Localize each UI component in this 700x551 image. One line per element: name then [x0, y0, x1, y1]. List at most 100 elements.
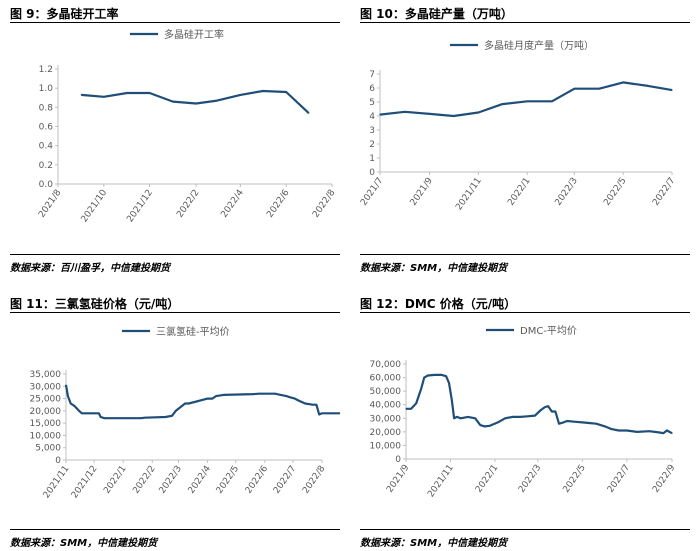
- x-tick-label: 2022/5: [215, 464, 241, 496]
- chart-source: 数据来源：百川盈孚，中信建投期货: [10, 263, 170, 274]
- data-point: [460, 417, 462, 419]
- data-point: [149, 92, 151, 94]
- data-point: [239, 94, 241, 96]
- chart-panel-polysilicon-output: 图 10：多晶硅产量（万吨） 0 1 2 3 4 5 6 7 2021/7 2021/9 2021/…: [360, 0, 690, 275]
- data-point: [222, 394, 225, 396]
- data-point: [504, 417, 506, 419]
- data-point: [484, 425, 486, 427]
- data-point: [195, 102, 197, 105]
- source-divider: [360, 529, 690, 530]
- y-tick-label: 20,000: [30, 407, 62, 417]
- y-tick-label: 0.6: [39, 123, 54, 133]
- x-tick-label: 2022/1: [102, 464, 128, 496]
- data-point: [534, 415, 536, 417]
- source-divider: [10, 529, 340, 530]
- data-point: [262, 90, 264, 92]
- chart-plot: 0.0 0.2 0.4 0.6 0.8 1.0 1.2 2021/8 2021/10 2021/1…: [37, 28, 338, 225]
- data-point: [519, 416, 521, 418]
- y-tick-label: 0.4: [39, 142, 54, 152]
- y-tick-label: 1.0: [39, 84, 54, 94]
- data-point: [126, 92, 128, 94]
- data-point: [280, 394, 282, 396]
- data-point: [474, 417, 476, 419]
- data-point: [648, 430, 650, 432]
- chart-panel-capacity-utilization: 图 9：多晶硅开工率 0.0 0.2 0.4 0.6 0.8 1.0 1.2 2021/8 20…: [10, 0, 340, 275]
- series-line: [64, 384, 340, 420]
- data-point: [216, 100, 218, 102]
- data-point: [526, 100, 528, 102]
- x-tick-label: 2021/12: [125, 188, 155, 224]
- title-divider: [10, 312, 340, 313]
- y-tick-label: 15,000: [30, 419, 62, 429]
- data-point: [647, 85, 649, 87]
- x-tick-label: 2021/11: [454, 176, 484, 212]
- data-point: [215, 395, 217, 397]
- data-point: [501, 103, 503, 105]
- data-point: [415, 402, 417, 404]
- series-line: [406, 373, 673, 435]
- data-point: [588, 422, 590, 424]
- data-point: [547, 405, 549, 407]
- data-point: [581, 421, 583, 423]
- x-tick-label: 2022/6: [265, 188, 292, 220]
- x-tick-label: 2022/9: [651, 463, 678, 495]
- y-tick-label: 70,000: [370, 360, 402, 370]
- data-point: [551, 100, 553, 102]
- x-tick-label: 2021/9: [409, 176, 436, 208]
- data-point: [144, 417, 146, 419]
- y-tick-label: 4: [369, 112, 375, 122]
- data-point: [318, 413, 320, 416]
- y-tick-label: 6: [369, 84, 375, 94]
- data-point: [427, 374, 429, 377]
- data-point: [489, 425, 491, 427]
- y-tick-label: 30,000: [30, 382, 62, 392]
- x-tick-label: 2022/1: [506, 176, 532, 208]
- data-point: [73, 405, 75, 407]
- chart-panel-trichlorosilane-price: 图 11：三氯氢硅价格（元/吨） 0 5,000 10,000 15,000 20,00…: [10, 290, 340, 551]
- x-tick-label: 2021/11: [426, 463, 456, 499]
- data-point: [80, 94, 82, 96]
- source-divider: [360, 254, 690, 255]
- y-tick-label: 5,000: [35, 444, 61, 454]
- data-point: [164, 416, 166, 418]
- data-point: [315, 404, 317, 406]
- x-tick-label: 2022/5: [602, 176, 628, 208]
- legend-label: 多晶硅开工率: [164, 28, 224, 41]
- data-point: [410, 408, 412, 410]
- x-tick-label: 2021/7: [360, 176, 385, 208]
- data-point: [207, 398, 209, 400]
- data-point: [252, 393, 255, 395]
- data-point: [65, 384, 67, 386]
- data-point: [453, 417, 455, 419]
- y-tick-label: 25,000: [30, 395, 62, 405]
- x-tick-label: 2022/4: [187, 464, 214, 496]
- data-point: [285, 91, 287, 93]
- source-divider: [10, 254, 340, 255]
- data-point: [666, 429, 668, 432]
- x-tick-label: 2021/12: [70, 464, 100, 500]
- data-point: [379, 114, 381, 116]
- x-tick-label: 2021/11: [42, 464, 72, 500]
- data-point: [321, 412, 323, 414]
- y-tick-label: 60,000: [370, 374, 402, 384]
- data-point: [429, 113, 431, 115]
- y-tick-label: 40,000: [370, 401, 402, 411]
- data-point: [98, 412, 100, 414]
- x-tick-label: 2022/3: [158, 464, 184, 496]
- data-point: [511, 416, 513, 418]
- data-point: [618, 429, 620, 432]
- data-point: [312, 404, 314, 406]
- y-tick-label: 50,000: [370, 387, 402, 397]
- x-tick-label: 2021/10: [80, 188, 110, 225]
- data-point: [622, 81, 624, 83]
- data-point: [551, 410, 553, 413]
- x-tick-label: 2022/8: [311, 188, 338, 220]
- chart-source: 数据来源：SMM，中信建投期货: [360, 538, 508, 549]
- data-point: [404, 111, 406, 113]
- data-point: [441, 374, 443, 376]
- data-point: [405, 408, 407, 410]
- data-point: [595, 423, 597, 425]
- data-point: [285, 395, 287, 397]
- x-tick-label: 2022/6: [244, 464, 271, 496]
- y-tick-label: 0: [369, 168, 375, 178]
